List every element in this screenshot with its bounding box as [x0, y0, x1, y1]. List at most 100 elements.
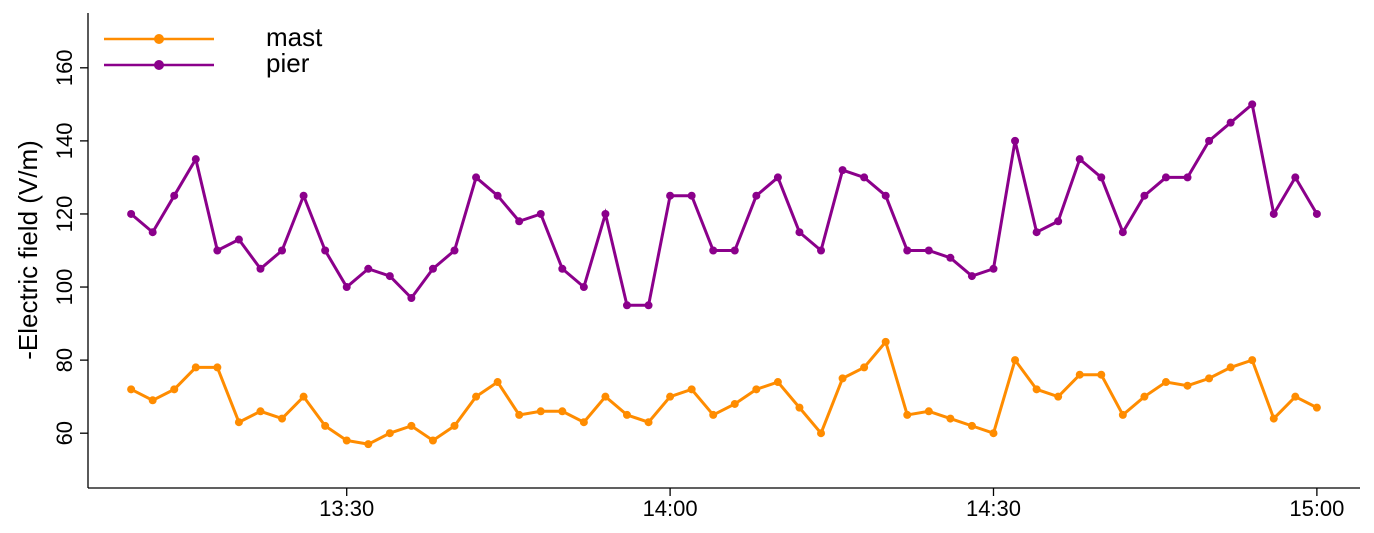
- data-point: [1226, 363, 1235, 372]
- data-point: [1011, 356, 1020, 365]
- data-point: [1205, 136, 1214, 145]
- data-point: [1269, 209, 1278, 218]
- legend-label: pier: [266, 48, 310, 78]
- data-point: [773, 378, 782, 387]
- x-tick-label: 14:30: [966, 496, 1021, 521]
- data-point: [881, 191, 890, 200]
- data-point: [989, 429, 998, 438]
- x-tick-label: 15:00: [1289, 496, 1344, 521]
- data-point: [860, 363, 869, 372]
- legend-label: mast: [266, 22, 323, 52]
- data-point: [558, 407, 567, 416]
- data-point: [1097, 370, 1106, 379]
- data-point: [515, 410, 524, 419]
- data-point: [1075, 370, 1084, 379]
- data-point: [1226, 118, 1235, 127]
- data-point: [234, 235, 243, 244]
- data-point: [881, 337, 890, 346]
- data-point: [148, 228, 157, 237]
- data-point: [170, 191, 179, 200]
- data-point: [730, 399, 739, 408]
- data-point: [1054, 392, 1063, 401]
- data-point: [709, 246, 718, 255]
- data-point: [946, 414, 955, 423]
- data-point: [213, 363, 222, 372]
- data-point: [1161, 378, 1170, 387]
- data-point: [924, 407, 933, 416]
- data-point: [967, 421, 976, 430]
- data-point: [191, 155, 200, 164]
- data-point: [536, 209, 545, 218]
- data-point: [191, 363, 200, 372]
- data-point: [299, 191, 308, 200]
- legend-marker: [154, 60, 164, 70]
- data-point: [601, 209, 610, 218]
- data-point: [989, 264, 998, 273]
- data-point: [364, 264, 373, 273]
- series-line: [130, 101, 1319, 307]
- data-point: [342, 283, 351, 292]
- data-point: [1140, 392, 1149, 401]
- data-point: [579, 418, 588, 427]
- data-point: [666, 392, 675, 401]
- data-point: [1161, 173, 1170, 182]
- data-point: [278, 246, 287, 255]
- data-point: [385, 272, 394, 281]
- data-point: [838, 374, 847, 383]
- data-point: [687, 191, 696, 200]
- data-point: [1140, 191, 1149, 200]
- data-point: [127, 385, 136, 394]
- data-point: [364, 440, 373, 449]
- data-point: [1118, 228, 1127, 237]
- y-tick-label: 100: [52, 269, 77, 306]
- x-tick-label: 13:30: [319, 496, 374, 521]
- data-point: [127, 209, 136, 218]
- data-point: [687, 385, 696, 394]
- data-point: [644, 301, 653, 310]
- data-point: [148, 396, 157, 405]
- data-point: [1248, 356, 1257, 365]
- data-point: [321, 246, 330, 255]
- data-point: [967, 272, 976, 281]
- data-point: [213, 246, 222, 255]
- y-tick-label: 160: [52, 49, 77, 86]
- data-point: [472, 173, 481, 182]
- data-point: [536, 407, 545, 416]
- data-point: [234, 418, 243, 427]
- y-axis-label: -Electric field (V/m): [13, 140, 43, 360]
- data-point: [493, 191, 502, 200]
- series-line: [130, 338, 1318, 446]
- data-point: [1312, 403, 1321, 412]
- data-point: [1183, 173, 1192, 182]
- data-point: [773, 173, 782, 182]
- data-point: [1205, 374, 1214, 383]
- data-point: [1075, 155, 1084, 164]
- data-point: [622, 410, 631, 419]
- data-point: [1118, 410, 1127, 419]
- data-point: [558, 264, 567, 273]
- data-point: [860, 173, 869, 182]
- data-point: [1291, 392, 1300, 401]
- data-point: [1011, 136, 1020, 145]
- data-point: [1291, 173, 1300, 182]
- data-point: [903, 246, 912, 255]
- data-point: [644, 418, 653, 427]
- data-point: [1054, 217, 1063, 226]
- data-point: [1032, 385, 1041, 394]
- y-tick-label: 60: [52, 421, 77, 445]
- data-point: [838, 166, 847, 175]
- data-point: [299, 392, 308, 401]
- data-point: [666, 191, 675, 200]
- data-point: [1312, 209, 1321, 218]
- data-point: [385, 429, 394, 438]
- data-point: [256, 407, 265, 416]
- data-point: [817, 246, 826, 255]
- data-point: [1269, 414, 1278, 423]
- y-tick-label: 120: [52, 196, 77, 233]
- data-point: [752, 191, 761, 200]
- data-point: [407, 294, 416, 302]
- data-point: [1032, 228, 1041, 237]
- data-point: [493, 378, 502, 387]
- data-point: [1248, 100, 1257, 109]
